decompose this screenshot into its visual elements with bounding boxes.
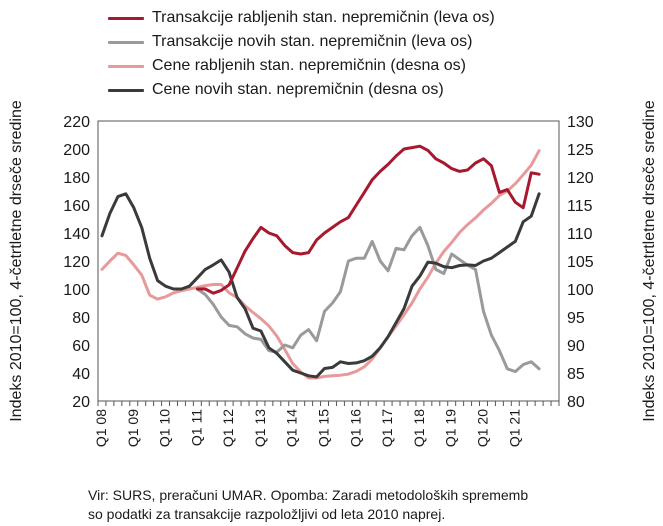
source-note: Vir: SURS, preračuni UMAR. Opomba: Zarad… <box>88 486 528 524</box>
left-tick-label: 140 <box>63 226 90 243</box>
left-tick-label: 220 <box>63 114 90 131</box>
series-layer <box>100 144 541 380</box>
source-note-line: Vir: SURS, preračuni UMAR. Opomba: Zarad… <box>88 487 529 503</box>
left-tick-label: 20 <box>72 394 90 411</box>
right-axis-title: Indeks 2010=100, 4-četrtletne drseče sre… <box>641 100 658 422</box>
left-axis-title: Indeks 2010=100, 4-četrtletne drseče sre… <box>8 100 25 422</box>
x-tick-label: Q1 13 <box>252 409 268 447</box>
legend-swatch <box>108 16 144 20</box>
right-tick-label: 125 <box>567 142 594 159</box>
right-tick-label: 95 <box>567 310 585 327</box>
x-tick-label: Q1 12 <box>220 409 236 447</box>
legend-swatch <box>108 88 144 92</box>
left-tick-label: 200 <box>63 142 90 159</box>
legend-item-new-transactions: Transakcije novih stan. nepremičnin (lev… <box>108 30 495 54</box>
x-tick-label: Q1 10 <box>157 409 173 447</box>
legend-label: Transakcije novih stan. nepremičnin (lev… <box>152 33 473 50</box>
legend-swatch <box>108 64 144 68</box>
left-tick-label: 80 <box>72 310 90 327</box>
x-tick-label: Q1 18 <box>411 409 427 447</box>
right-tick-label: 105 <box>567 254 594 271</box>
right-tick-label: 115 <box>567 198 593 215</box>
left-tick-label: 120 <box>63 254 90 271</box>
series-line-4 <box>100 192 541 379</box>
legend-item-used-prices: Cene rabljenih stan. nepremičnin (desna … <box>108 54 495 78</box>
left-tick-label: 100 <box>63 282 90 299</box>
x-tick-label: Q1 16 <box>347 409 363 447</box>
legend-label: Cene novih stan. nepremičnin (desna os) <box>152 81 444 98</box>
x-tick-label: Q1 19 <box>443 409 459 447</box>
right-tick-label: 80 <box>567 394 585 411</box>
right-tick-label: 130 <box>567 114 594 131</box>
x-tick-label: Q1 14 <box>284 409 300 447</box>
series-line-2 <box>195 225 541 374</box>
legend-label: Transakcije rabljenih stan. nepremičnin … <box>152 9 495 26</box>
left-axis-ticks: 20 40 60 80 100 120 140 160 180 200 220 <box>63 114 90 411</box>
left-tick-label: 180 <box>63 170 90 187</box>
legend-item-used-transactions: Transakcije rabljenih stan. nepremičnin … <box>108 6 495 30</box>
legend-swatch <box>108 40 144 44</box>
right-axis-ticks: 80 85 90 95 100 105 110 115 120 125 130 <box>567 114 594 411</box>
legend-label: Cene rabljenih stan. nepremičnin (desna … <box>152 57 466 74</box>
x-tick-label: Q1 08 <box>93 409 109 447</box>
left-tick-label: 40 <box>72 366 90 383</box>
x-tick-label: Q1 09 <box>125 409 141 447</box>
series-line-1 <box>195 144 541 295</box>
x-tick-label: Q1 11 <box>188 409 204 446</box>
right-tick-label: 120 <box>567 170 594 187</box>
left-tick-label: 60 <box>72 338 90 355</box>
source-note-line: so podatki za transakcije razpoložljivi … <box>88 506 446 522</box>
left-tick-label: 160 <box>63 198 90 215</box>
x-axis-ticks: Q1 08 Q1 09 Q1 10 Q1 11 Q1 12 Q1 13 Q1 14 Q1 15… <box>93 401 560 447</box>
legend-item-new-prices: Cene novih stan. nepremičnin (desna os) <box>108 78 495 102</box>
right-tick-label: 110 <box>567 226 593 243</box>
x-tick-label: Q1 17 <box>379 409 395 447</box>
right-tick-label: 85 <box>567 366 585 383</box>
x-tick-label: Q1 20 <box>474 409 490 447</box>
series-line-3 <box>100 149 541 380</box>
x-tick-label: Q1 15 <box>316 409 332 447</box>
legend: Transakcije rabljenih stan. nepremičnin … <box>108 6 495 102</box>
right-tick-label: 90 <box>567 338 585 355</box>
x-tick-label: Q1 21 <box>506 409 522 447</box>
right-tick-label: 100 <box>567 282 594 299</box>
